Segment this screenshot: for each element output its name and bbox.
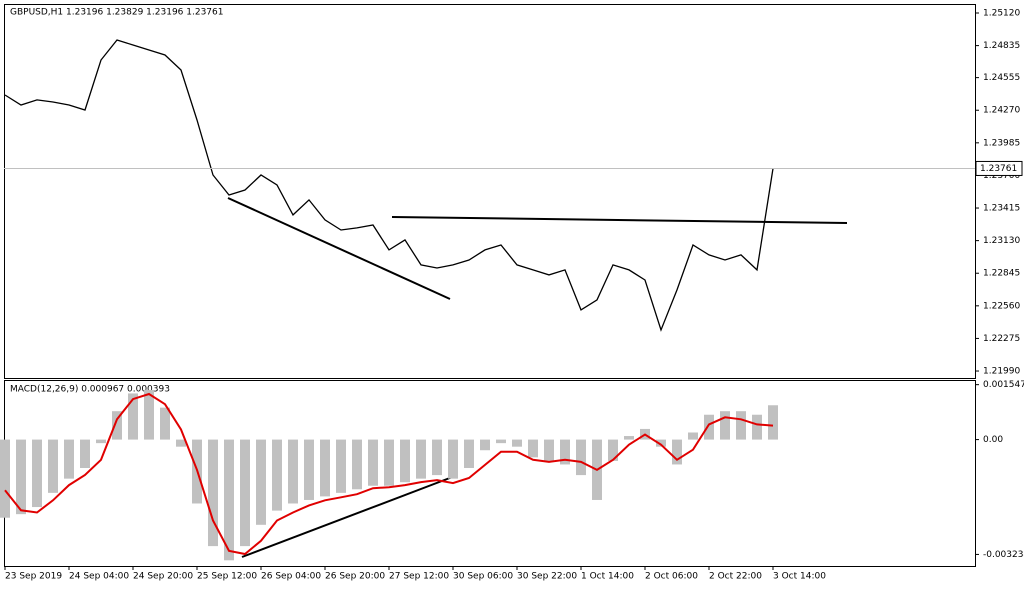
macd-bar [224,439,234,561]
price-title: GBPUSD,H1 1.23196 1.23829 1.23196 1.2376… [10,8,223,18]
macd-bar [752,414,762,440]
macd-bar [112,411,122,440]
macd-bar [160,407,170,440]
price-line [4,39,774,332]
macd-bar [624,436,634,440]
y-tick-label: 1.25120 [983,9,1020,19]
macd-bar [656,439,666,447]
x-tick-label: 27 Sep 12:00 [389,572,449,582]
macd-bar [320,439,330,497]
x-tick-label: 24 Sep 20:00 [133,572,193,582]
macd-bar [544,439,554,461]
macd-bar [272,439,282,511]
current-price-label: 1.23761 [980,164,1017,174]
x-tick-label: 2 Oct 22:00 [709,572,762,582]
macd-bar [336,439,346,493]
macd-bar [368,439,378,486]
y-tick-label: 1.23130 [983,236,1020,246]
macd-bar [16,439,26,515]
macd-bar [768,405,778,440]
x-tick-label: 3 Oct 14:00 [773,572,826,582]
x-tick-label: 25 Sep 12:00 [197,572,257,582]
macd-bar [576,439,586,476]
y-tick-label: 1.22560 [983,301,1020,311]
x-tick-label: 2 Oct 06:00 [645,572,698,582]
macd-bar [736,411,746,440]
y-tick-label: 1.24270 [983,106,1020,116]
macd-bar [400,439,410,483]
macd-bar [688,432,698,440]
x-tick-label: 1 Oct 14:00 [581,572,634,582]
x-tick-label: 26 Sep 20:00 [325,572,385,582]
macd-bar [240,439,250,547]
macd-bar [288,439,298,504]
x-tick-label: 24 Sep 04:00 [69,572,129,582]
y-tick-label: 1.23415 [983,204,1020,214]
macd-bar [496,439,506,444]
macd-bar [304,439,314,500]
y-tick-label: 1.22845 [983,269,1020,279]
y-tick-label: 1.22275 [983,334,1020,344]
y-tick-label: -0.003234 [983,550,1024,560]
price-panel [4,4,976,379]
x-tick-label: 26 Sep 04:00 [261,572,321,582]
current-price-box [975,160,1023,176]
y-tick-label: 1.24835 [983,41,1020,51]
x-tick-label: 23 Sep 2019 [5,572,62,582]
macd-bar [416,439,426,479]
x-tick-label: 30 Sep 06:00 [453,572,513,582]
trendline [241,475,456,558]
macd-bar [352,439,362,490]
macd-bar [672,439,682,465]
y-tick-label: 0.001547 [983,380,1024,390]
x-tick-label: 30 Sep 22:00 [517,572,577,582]
macd-bar [64,439,74,479]
macd-bar [608,439,618,461]
macd-bar [0,439,10,518]
macd-bar [720,411,730,440]
macd-bar [96,439,106,444]
macd-bar [448,439,458,479]
macd-bar [384,439,394,486]
macd-bar [128,393,138,440]
macd-title: MACD(12,26,9) 0.000967 0.000393 [10,385,170,395]
macd-bar [704,414,714,440]
macd-bar [48,439,58,493]
macd-bar [432,439,442,476]
signal-line [4,392,774,556]
y-tick-label: 1.21990 [983,367,1020,377]
macd-bar [176,439,186,447]
macd-bar [256,439,266,525]
macd-bar [528,439,538,458]
macd-bar [480,439,490,451]
y-tick-label: 1.23985 [983,138,1020,148]
trendline [227,197,451,300]
y-tick-label: 1.24555 [983,73,1020,83]
macd-bar [208,439,218,547]
macd-bar [464,439,474,468]
macd-bar [560,439,570,465]
y-tick-label: 0.00 [983,435,1003,445]
macd-bar [32,439,42,508]
macd-bar [512,439,522,447]
macd-bar [80,439,90,468]
macd-bar [144,389,154,440]
trendline [391,216,848,224]
